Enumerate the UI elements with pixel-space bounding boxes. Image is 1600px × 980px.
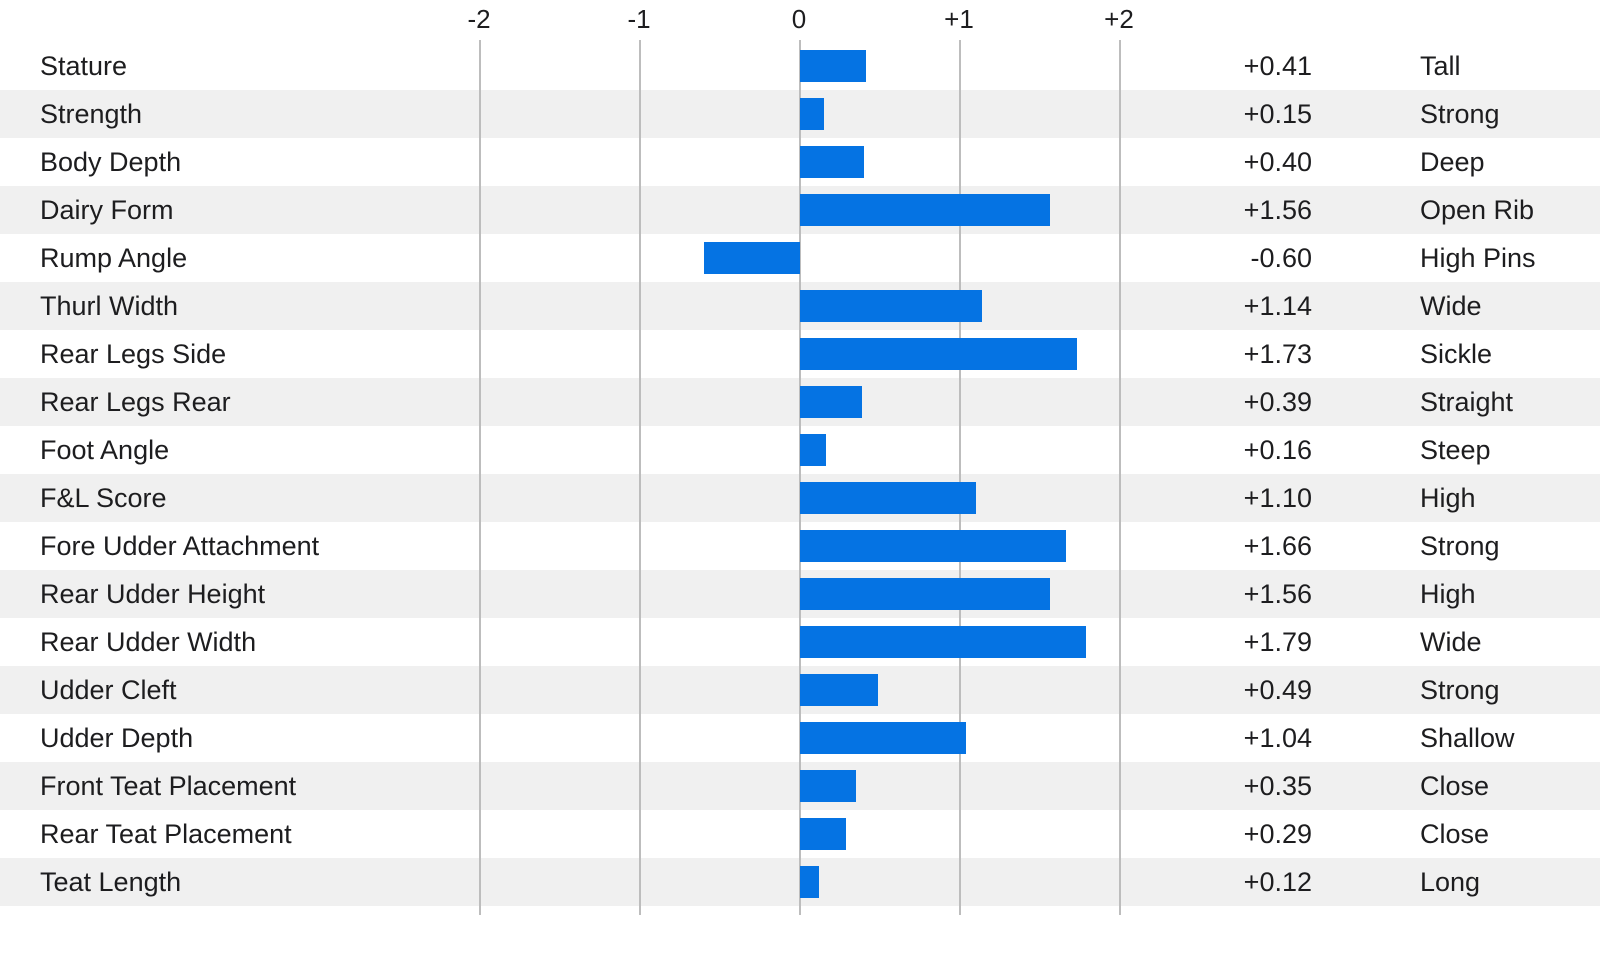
- trait-value: +1.04: [1243, 723, 1312, 753]
- trait-value: +0.29: [1243, 819, 1312, 849]
- trait-value: +1.10: [1243, 483, 1312, 513]
- trait-label: Udder Cleft: [40, 675, 177, 705]
- trait-bar: [800, 50, 866, 82]
- trait-label: Rear Legs Side: [40, 339, 227, 369]
- trait-bar: [800, 530, 1066, 562]
- trait-value: +1.79: [1243, 627, 1312, 657]
- trait-label: Teat Length: [40, 867, 182, 897]
- gridline: [799, 40, 801, 915]
- trait-bar: [800, 290, 983, 322]
- trait-bar: [800, 626, 1087, 658]
- trait-label: Foot Angle: [40, 435, 170, 465]
- x-axis-tick-label: 0: [791, 4, 807, 34]
- trait-value: +1.56: [1243, 195, 1312, 225]
- trait-descriptor: High: [1420, 483, 1476, 513]
- trait-bar: [800, 482, 976, 514]
- trait-descriptor: High: [1420, 579, 1476, 609]
- trait-value: +0.16: [1243, 435, 1312, 465]
- trait-value: +0.39: [1243, 387, 1312, 417]
- trait-label: Rear Udder Width: [40, 627, 257, 657]
- trait-descriptor: Close: [1420, 819, 1490, 849]
- trait-bar: [800, 770, 856, 802]
- trait-bar: [800, 386, 863, 418]
- gridline: [639, 40, 641, 915]
- trait-bar: [800, 146, 864, 178]
- trait-label: Stature: [40, 51, 128, 81]
- x-axis-tick-label: -1: [627, 4, 651, 34]
- x-axis-tick-label: +1: [944, 4, 974, 34]
- trait-descriptor: Straight: [1420, 387, 1514, 417]
- trait-descriptor: Strong: [1420, 675, 1500, 705]
- gridline: [1119, 40, 1121, 915]
- trait-bar: [800, 818, 847, 850]
- trait-bar: [800, 674, 879, 706]
- trait-value: +0.40: [1243, 147, 1312, 177]
- trait-label: Thurl Width: [40, 291, 179, 321]
- trait-descriptor: Strong: [1420, 99, 1500, 129]
- trait-descriptor: Sickle: [1420, 339, 1493, 369]
- trait-descriptor: Wide: [1420, 291, 1482, 321]
- trait-bar: [800, 866, 820, 898]
- trait-value: +1.14: [1243, 291, 1312, 321]
- trait-descriptor: Close: [1420, 771, 1490, 801]
- trait-descriptor: Strong: [1420, 531, 1500, 561]
- gridline: [479, 40, 481, 915]
- trait-label: F&L Score: [40, 483, 167, 513]
- trait-value: +1.56: [1243, 579, 1312, 609]
- trait-label: Strength: [40, 99, 143, 129]
- trait-label: Rear Udder Height: [40, 579, 266, 609]
- trait-descriptor: Long: [1420, 867, 1481, 897]
- trait-descriptor: Shallow: [1420, 723, 1515, 753]
- trait-value: +1.73: [1243, 339, 1312, 369]
- trait-value: +0.49: [1243, 675, 1312, 705]
- trait-descriptor: Deep: [1420, 147, 1485, 177]
- trait-label: Rear Legs Rear: [40, 387, 231, 417]
- trait-descriptor: Open Rib: [1420, 195, 1535, 225]
- trait-bar: [704, 242, 800, 274]
- x-axis-tick-label: -2: [467, 4, 491, 34]
- trait-label: Body Depth: [40, 147, 182, 177]
- trait-label: Front Teat Placement: [40, 771, 297, 801]
- trait-bar: [800, 434, 826, 466]
- trait-label: Udder Depth: [40, 723, 194, 753]
- x-axis-tick-label: +2: [1104, 4, 1134, 34]
- trait-value: +0.12: [1243, 867, 1312, 897]
- trait-bar: [800, 194, 1050, 226]
- trait-label: Rump Angle: [40, 243, 188, 273]
- trait-descriptor: High Pins: [1420, 243, 1536, 273]
- trait-value: +0.41: [1243, 51, 1312, 81]
- trait-descriptor: Wide: [1420, 627, 1482, 657]
- trait-value: +1.66: [1243, 531, 1312, 561]
- trait-bar: [800, 578, 1050, 610]
- trait-label: Rear Teat Placement: [40, 819, 292, 849]
- trait-value: +0.15: [1243, 99, 1312, 129]
- trait-label: Dairy Form: [40, 195, 174, 225]
- trait-descriptor: Tall: [1420, 51, 1461, 81]
- trait-descriptor: Steep: [1420, 435, 1491, 465]
- trait-bar: [800, 722, 967, 754]
- trait-bar: [800, 98, 824, 130]
- trait-label: Fore Udder Attachment: [40, 531, 320, 561]
- trait-value: +0.35: [1243, 771, 1312, 801]
- trait-bar: [800, 338, 1077, 370]
- trait-value: -0.60: [1250, 243, 1312, 273]
- gridline: [959, 40, 961, 915]
